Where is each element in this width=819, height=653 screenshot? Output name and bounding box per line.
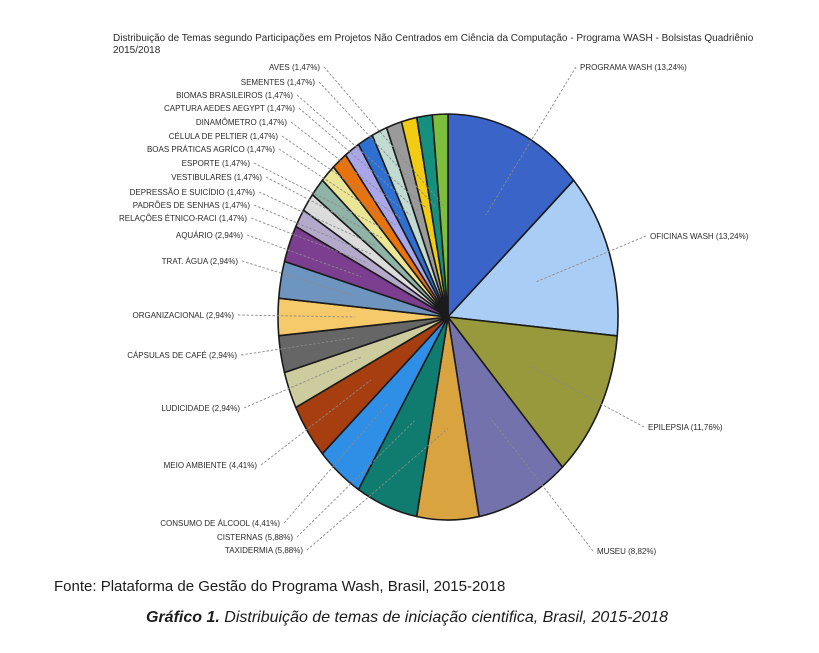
- figure-caption: Gráfico 1. Distribuição de temas de inic…: [146, 609, 786, 627]
- leader-line-vestibulares: [265, 176, 383, 239]
- leader-line-padroes-de-senhas: [253, 204, 372, 255]
- chart-title: Distribuição de Temas segundo Participaç…: [113, 33, 754, 56]
- slice-label-esporte: ESPORTE (1,47%): [182, 159, 251, 168]
- slice-label-boas-praticas-agrico: BOAS PRÁTICAS AGRÍCO (1,47%): [147, 145, 275, 154]
- pie-slice-programa-wash: [447, 113, 575, 318]
- slice-label-captura-aedes-aegypt: CAPTURA AEDES AEGYPT (1,47%): [164, 104, 295, 113]
- slice-label-oficinas-wash: OFICINAS WASH (13,24%): [650, 232, 749, 241]
- leader-line-museu: [489, 416, 594, 552]
- slice-label-aves: AVES (1,47%): [269, 63, 320, 72]
- leader-line-esporte: [253, 162, 389, 232]
- slice-label-celula-de-peltier: CÉLULA DE PELTIER (1,47%): [169, 132, 279, 141]
- leader-line-aves: [323, 66, 445, 206]
- figure-caption-label: Gráfico 1.: [146, 609, 220, 626]
- slice-label-museu: MUSEU (8,82%): [597, 547, 656, 556]
- slice-label-organizacional: ORGANIZACIONAL (2,94%): [132, 311, 234, 320]
- leader-line-biomas-brasileiros: [296, 94, 427, 209]
- slice-label-sementes: SEMENTES (1,47%): [241, 78, 316, 87]
- leader-line-taxidermia: [306, 428, 449, 551]
- leader-line-boas-praticas-agrico: [278, 148, 396, 226]
- leader-line-trat-agua: [241, 260, 357, 297]
- source-note: Fonte: Plataforma de Gestão do Programa …: [54, 578, 506, 595]
- slice-label-dinamometro: DINAMÔMETRO (1,47%): [196, 118, 287, 127]
- slice-label-ludicidade: LUDICIDADE (2,94%): [161, 404, 240, 413]
- slice-label-padroes-de-senhas: PADRÕES DE SENHAS (1,47%): [133, 201, 251, 210]
- pie-chart: PROGRAMA WASH (13,24%) OFICINAS WASH (13,…: [119, 63, 749, 556]
- leader-line-meio-ambiente: [260, 379, 372, 466]
- leader-line-dinamometro: [290, 121, 411, 216]
- slice-label-vestibulares: VESTIBULARES (1,47%): [171, 173, 262, 182]
- slice-label-depressao-e-suicidio: DEPRESSÃO E SUICÍDIO (1,47%): [130, 188, 256, 197]
- leader-line-captura-aedes-aegypt: [298, 107, 419, 212]
- slice-label-cisternas: CISTERNAS (5,88%): [217, 533, 293, 542]
- leader-line-consumo-de-alcool: [283, 402, 389, 524]
- pie-slice-museu: [447, 316, 564, 518]
- slice-label-capsulas-de-cafe: CÁPSULAS DE CAFÉ (2,94%): [127, 351, 237, 360]
- slice-label-consumo-de-alcool: CONSUMO DE ÁLCOOL (4,41%): [160, 519, 280, 528]
- slice-label-meio-ambiente: MEIO AMBIENTE (4,41%): [164, 461, 258, 470]
- slice-label-aquario: AQUÁRIO (2,94%): [176, 231, 243, 240]
- leader-line-celula-de-peltier: [281, 135, 403, 220]
- leader-line-aquario: [246, 234, 361, 278]
- leader-line-cisternas: [296, 420, 415, 538]
- figure-caption-text: Distribuição de temas de iniciação cient…: [219, 609, 669, 626]
- leader-line-programa-wash: [485, 66, 577, 216]
- slice-label-epilepsia: EPILEPSIA (11,76%): [648, 423, 723, 432]
- slice-label-relacoes-etnico-raci: RELAÇÕES ÉTNICO-RACI (1,47%): [119, 214, 247, 223]
- leader-line-capsulas-de-cafe: [240, 337, 357, 356]
- slice-label-biomas-brasileiros: BIOMAS BRASILEIROS (1,47%): [176, 91, 293, 100]
- pie-slice-oficinas-wash: [447, 179, 619, 337]
- slice-label-programa-wash: PROGRAMA WASH (13,24%): [580, 63, 687, 72]
- leader-line-relacoes-etnico-raci: [250, 217, 367, 264]
- pie-slice-aves: [431, 113, 449, 318]
- leader-line-organizacional: [237, 314, 355, 318]
- slice-label-taxidermia: TAXIDERMIA (5,88%): [225, 546, 303, 555]
- pie-slice-epilepsia: [447, 316, 619, 468]
- slice-label-trat-agua: TRAT. ÁGUA (2,94%): [162, 257, 239, 266]
